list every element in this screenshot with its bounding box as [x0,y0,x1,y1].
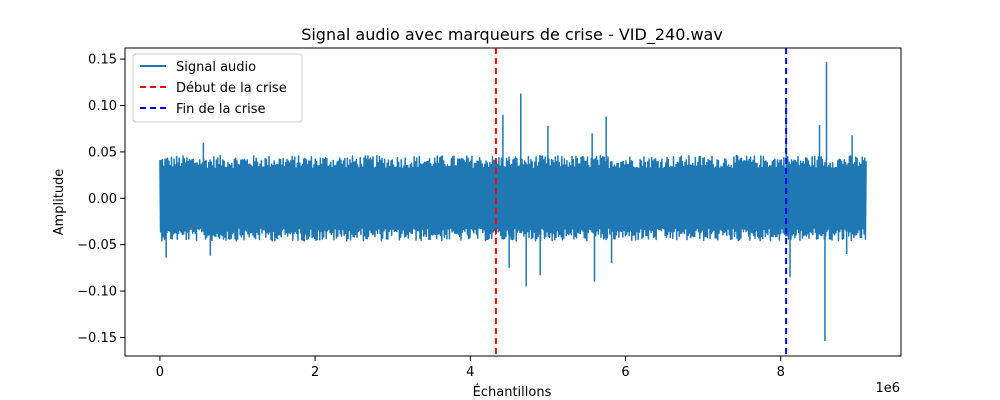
legend-label-start: Début de la crise [176,81,287,96]
x-axis-offset: 1e6 [875,381,900,396]
y-axis-label: Amplitude [52,169,67,236]
y-tick-label: 0.10 [88,99,117,114]
plot-frame [124,47,902,357]
y-tick-label: −0.10 [77,285,117,300]
x-tick-label: 0 [156,365,164,380]
y-axis: 0.15 0.10 0.05 0.00 −0.05 −0.10 −0.15 [77,53,125,346]
legend-label-end: Fin de la crise [176,102,265,117]
x-axis-label: Échantillons [473,384,552,400]
y-tick-label: 0.00 [88,192,117,207]
chart-title: Signal audio avec marqueurs de crise - V… [301,25,723,45]
y-tick-label: −0.15 [77,331,117,346]
legend-box [132,53,303,123]
plot-area [159,48,867,356]
y-tick-label: 0.05 [88,145,117,160]
x-tick-label: 4 [466,365,474,380]
y-tick-label: −0.05 [77,238,117,253]
y-tick-label: 0.15 [88,53,117,68]
x-tick-label: 2 [311,365,319,380]
x-axis: 0 2 4 6 8 [156,356,785,380]
x-tick-label: 8 [777,365,785,380]
legend: Signal audio Début de la crise Fin de la… [132,53,303,123]
legend-label-signal: Signal audio [176,60,256,75]
x-tick-label: 6 [621,365,629,380]
